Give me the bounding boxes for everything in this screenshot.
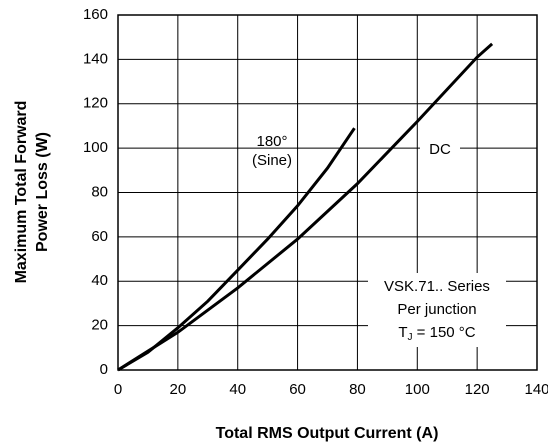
y-tick-label: 120 xyxy=(83,95,108,112)
y-tick-label: 140 xyxy=(83,50,108,67)
note-part: T xyxy=(398,324,407,341)
plot-frame xyxy=(117,14,538,371)
y-tick-label: 80 xyxy=(91,183,108,200)
y-axis-label: Power Loss (W) xyxy=(34,132,51,252)
series-label: (Sine) xyxy=(252,152,292,169)
line-series xyxy=(117,127,356,372)
x-tick-label: 140 xyxy=(524,381,548,398)
note-part: = 150 °C xyxy=(413,324,476,341)
y-tick-label: 100 xyxy=(83,139,108,156)
note-bg xyxy=(368,273,506,347)
y-tick-label: 160 xyxy=(83,6,108,23)
line-series xyxy=(117,42,494,372)
x-tick-label: 40 xyxy=(229,381,246,398)
note: Per junction xyxy=(397,301,476,318)
x-tick-label: 20 xyxy=(170,381,187,398)
x-tick-label: 0 xyxy=(114,381,122,398)
y-tick-label: 60 xyxy=(91,228,108,245)
x-axis-label: Total RMS Output Current (A) xyxy=(216,425,439,442)
x-tick-label: 80 xyxy=(349,381,366,398)
series-label: 180° xyxy=(256,133,287,150)
y-tick-label: 0 xyxy=(100,361,108,378)
note: TJ = 150 °C xyxy=(398,324,475,343)
y-axis-label: Maximum Total Forward xyxy=(13,101,30,284)
note: VSK.71.. Series xyxy=(384,278,490,295)
label-bg xyxy=(420,140,460,160)
x-tick-label: 60 xyxy=(289,381,306,398)
x-tick-label: 100 xyxy=(405,381,430,398)
x-tick-label: 120 xyxy=(465,381,490,398)
note-sub: J xyxy=(408,332,413,343)
y-tick-label: 20 xyxy=(91,317,108,334)
y-tick-label: 40 xyxy=(91,272,108,289)
series-label: DC xyxy=(429,141,451,158)
